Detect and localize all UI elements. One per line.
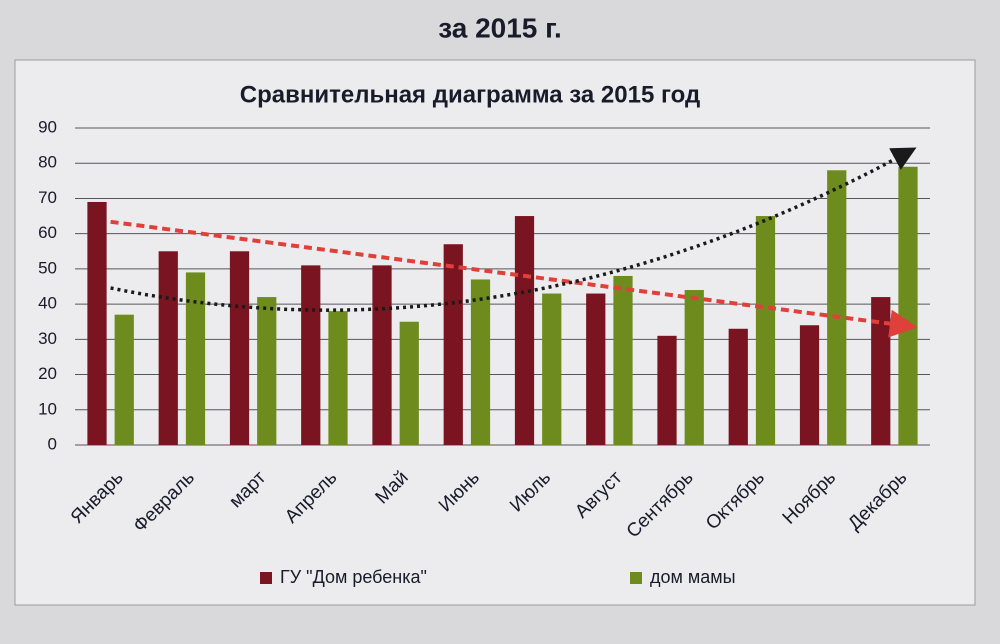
bar bbox=[87, 201, 107, 445]
bar bbox=[684, 290, 704, 445]
bar bbox=[399, 321, 419, 445]
y-tick-label: 60 bbox=[38, 223, 57, 242]
bar bbox=[158, 251, 178, 445]
bar bbox=[728, 328, 748, 445]
y-tick-label: 90 bbox=[38, 117, 57, 136]
bar bbox=[229, 251, 250, 445]
bar bbox=[372, 265, 392, 445]
y-tick-label: 70 bbox=[38, 188, 57, 207]
bar bbox=[871, 297, 891, 445]
bar bbox=[898, 166, 918, 445]
legend-label: ГУ "Дом ребенка" bbox=[280, 567, 427, 587]
bar bbox=[328, 311, 348, 445]
trend-line bbox=[110, 147, 917, 312]
bar bbox=[755, 216, 776, 445]
bar bbox=[257, 297, 277, 445]
bar bbox=[470, 279, 491, 445]
y-tick-label: 40 bbox=[38, 294, 57, 313]
y-tick-label: 0 bbox=[48, 434, 57, 453]
bar bbox=[827, 170, 847, 445]
legend-label: дом мамы bbox=[650, 567, 736, 587]
bar bbox=[542, 293, 562, 445]
y-tick-label: 80 bbox=[38, 153, 57, 172]
bar bbox=[443, 244, 463, 445]
legend-swatch bbox=[260, 572, 272, 584]
y-tick-label: 10 bbox=[38, 399, 57, 418]
bar bbox=[114, 314, 134, 445]
bar bbox=[185, 272, 206, 445]
bar bbox=[657, 335, 677, 445]
chart-title: Сравнительная диаграмма за 2015 год bbox=[240, 81, 700, 108]
y-tick-label: 30 bbox=[38, 329, 57, 348]
bar bbox=[613, 275, 633, 445]
y-tick-label: 20 bbox=[38, 364, 57, 383]
legend-swatch bbox=[630, 572, 642, 584]
bar bbox=[586, 293, 606, 445]
bar bbox=[799, 325, 820, 445]
y-tick-label: 50 bbox=[38, 258, 57, 277]
bar bbox=[514, 216, 535, 445]
bar bbox=[301, 265, 321, 445]
trend-line bbox=[110, 219, 918, 338]
slide-title: за 2015 г. bbox=[438, 12, 562, 43]
